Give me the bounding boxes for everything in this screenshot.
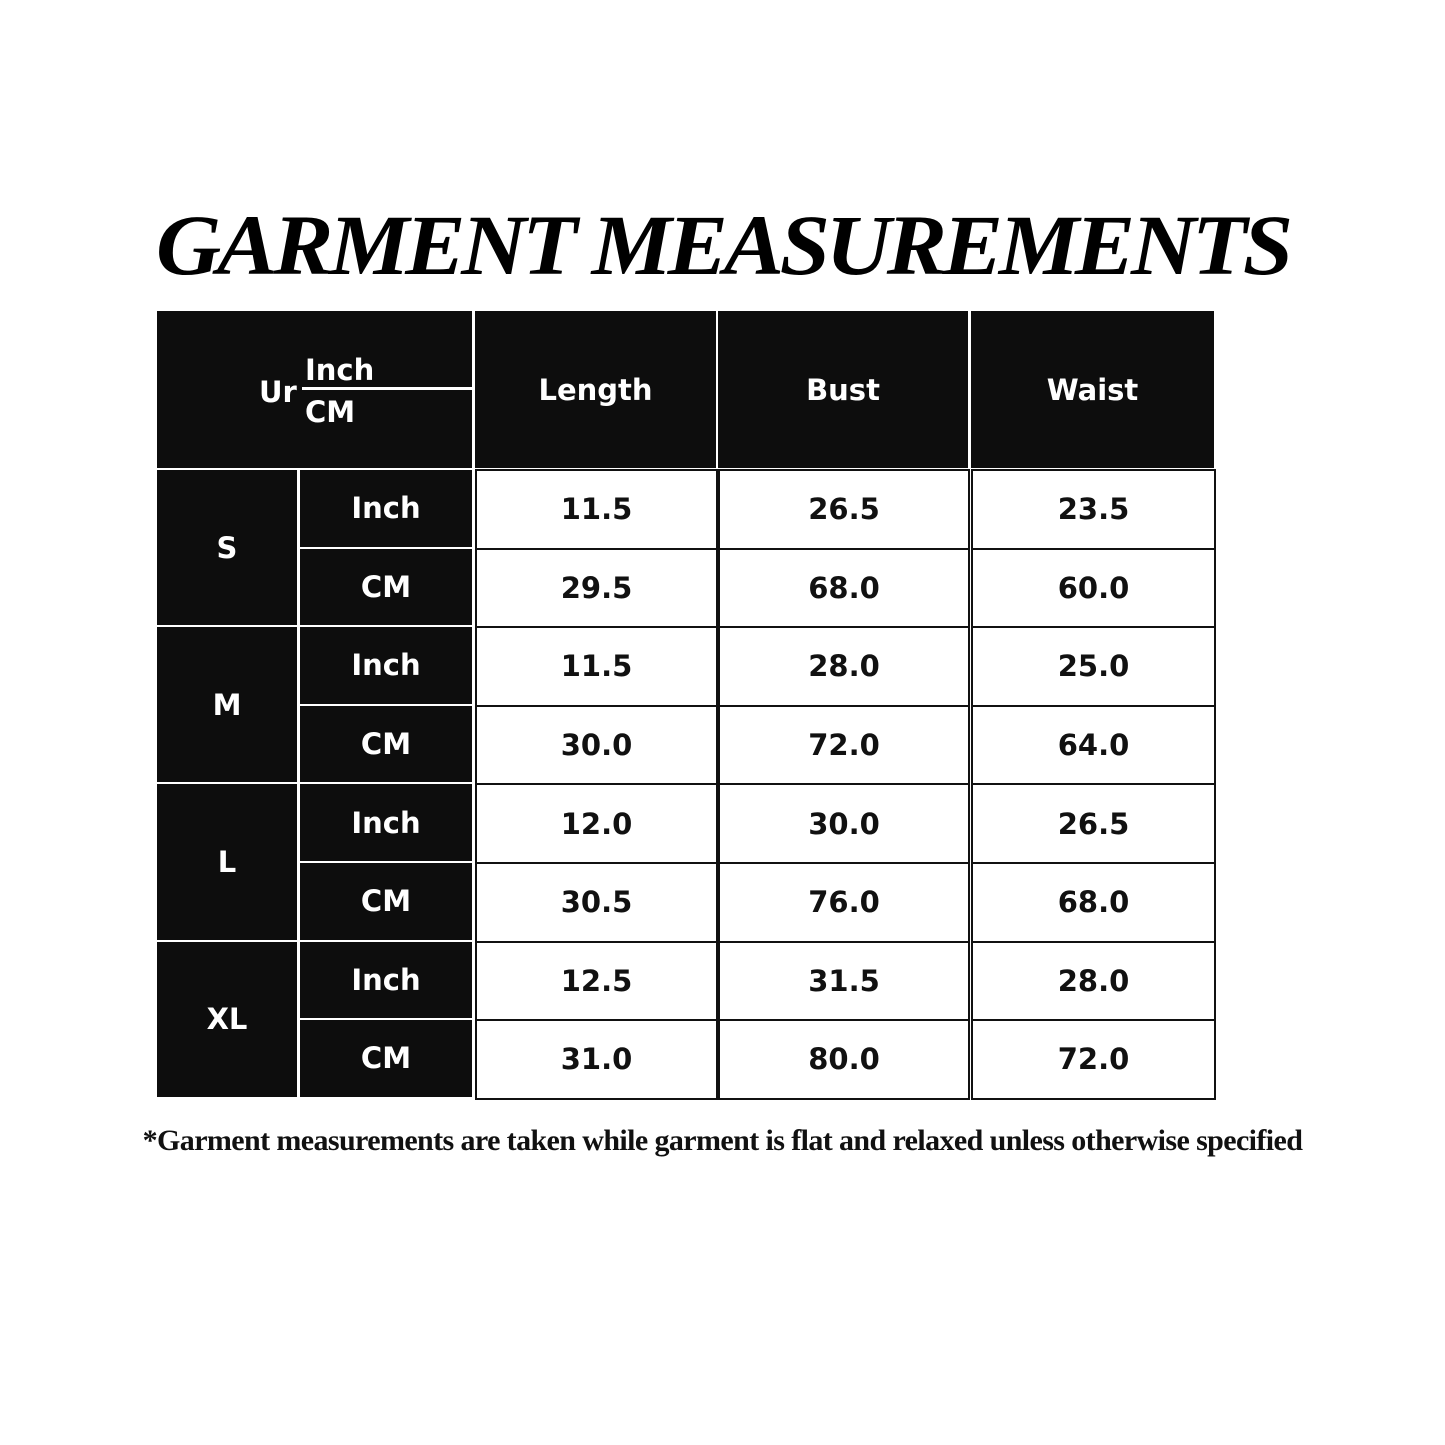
- table-cell-value: 72.0: [718, 704, 970, 786]
- table-cell-value: 76.0: [718, 862, 970, 943]
- table-cell-value: 68.0: [718, 547, 970, 629]
- unit-label-cell: Inch: [300, 470, 472, 547]
- table-cell-value: 64.0: [971, 704, 1216, 786]
- unit-label-cell: CM: [300, 705, 472, 783]
- table-cell-value: 30.5: [475, 862, 718, 943]
- corner-divider: [302, 387, 472, 390]
- corner-header-cell: Ur Inch CM: [157, 311, 472, 468]
- unit-label-cell: Inch: [300, 784, 472, 861]
- table-cell-value: 60.0: [971, 547, 1216, 629]
- table-cell-value: 68.0: [971, 862, 1216, 943]
- size-label-cell: M: [157, 627, 297, 783]
- table-cell-value: 23.5: [971, 469, 1216, 550]
- column-header-length: Length: [475, 311, 716, 468]
- column-header-bust: Bust: [718, 311, 968, 468]
- table-cell-value: 30.0: [475, 704, 718, 786]
- table-cell-value: 11.5: [475, 626, 718, 707]
- table-cell-value: 31.5: [718, 940, 970, 1022]
- corner-label: Ur: [259, 375, 297, 409]
- unit-label-cell: CM: [300, 863, 472, 940]
- unit-label-cell: Inch: [300, 941, 472, 1019]
- size-label-cell: XL: [157, 941, 297, 1097]
- table-cell-value: 11.5: [475, 469, 718, 550]
- unit-label-cell: Inch: [300, 627, 472, 704]
- column-header-waist: Waist: [971, 311, 1214, 468]
- table-cell-value: 72.0: [971, 1019, 1216, 1100]
- table-cell-value: 30.0: [718, 783, 970, 864]
- table-cell-value: 12.0: [475, 783, 718, 864]
- table-cell-value: 80.0: [718, 1019, 970, 1100]
- table-cell-value: 12.5: [475, 940, 718, 1022]
- table-cell-value: 28.0: [718, 626, 970, 707]
- corner-unit-inch: Inch: [305, 353, 375, 387]
- table-cell-value: 25.0: [971, 626, 1216, 707]
- footnote: *Garment measurements are taken while ga…: [142, 1124, 1303, 1157]
- size-label-cell: S: [157, 470, 297, 626]
- table-cell-value: 31.0: [475, 1019, 718, 1100]
- table-cell-value: 26.5: [971, 783, 1216, 864]
- table-cell-value: 28.0: [971, 940, 1216, 1022]
- table-cell-value: 26.5: [718, 469, 970, 550]
- unit-label-cell: CM: [300, 1020, 472, 1097]
- table-cell-value: 29.5: [475, 547, 718, 629]
- corner-unit-cm: CM: [305, 395, 356, 429]
- unit-label-cell: CM: [300, 548, 472, 626]
- page-title: GARMENT MEASUREMENTS: [156, 197, 1293, 293]
- size-label-cell: L: [157, 784, 297, 940]
